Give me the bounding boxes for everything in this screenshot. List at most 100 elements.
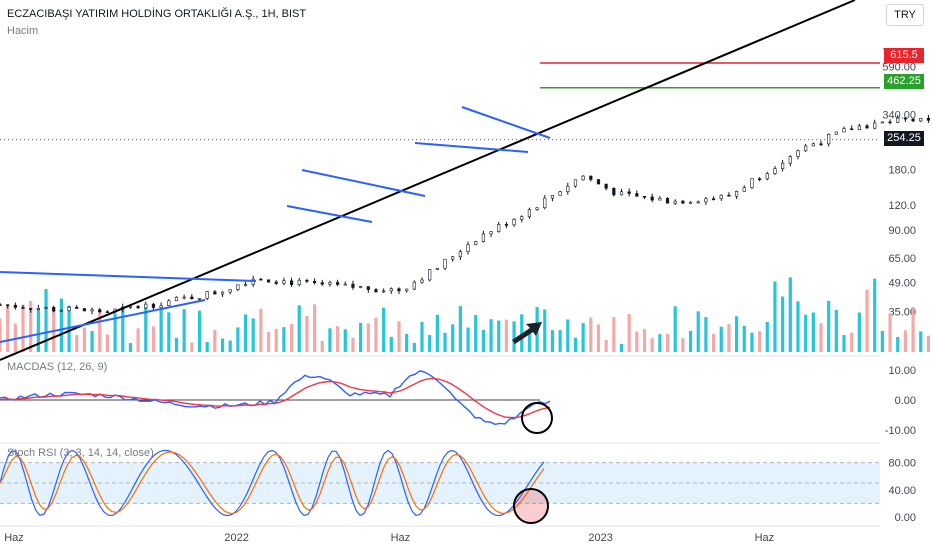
candle-body xyxy=(90,309,94,312)
stoch-highlight-circle xyxy=(513,488,549,524)
candle-body xyxy=(504,224,509,226)
price-tick-label: 180.0 xyxy=(888,165,916,177)
volume-bar xyxy=(228,340,232,352)
candle-body xyxy=(174,296,179,302)
volume-bar xyxy=(635,331,639,352)
candle-body xyxy=(788,156,792,164)
volume-bar xyxy=(259,308,263,352)
candle-body xyxy=(719,194,723,200)
candle-body xyxy=(351,283,355,288)
volume-bar xyxy=(167,312,171,352)
chart-title: ECZACIBAŞI YATIRIM HOLDİNG ORTAKLIĞI A.Ş… xyxy=(7,8,307,20)
price-tick-label: 120.0 xyxy=(888,200,916,212)
stoch-band xyxy=(0,462,880,504)
candle-body xyxy=(811,143,815,147)
last-price-tag: 254.25 xyxy=(884,131,924,146)
volume-bar xyxy=(190,342,194,352)
currency-button[interactable]: TRY xyxy=(886,4,924,26)
candle-body xyxy=(873,122,877,129)
candle-body xyxy=(550,195,555,199)
price-tick-label: 65.00 xyxy=(888,253,916,265)
volume-bar xyxy=(903,330,907,352)
volume-bar xyxy=(428,335,432,352)
trendlines xyxy=(0,0,856,361)
candle-body xyxy=(673,200,677,204)
volume-bar xyxy=(512,321,516,352)
volume-bar xyxy=(420,321,424,352)
candle-body xyxy=(926,118,931,121)
volume-bar xyxy=(236,327,240,352)
volume-bar xyxy=(804,314,808,352)
volume-bar xyxy=(136,328,140,352)
candle-body xyxy=(159,305,163,308)
candle-body xyxy=(481,233,485,242)
volume-bar xyxy=(105,334,110,352)
macd-line xyxy=(0,370,551,426)
candle-body xyxy=(466,244,470,253)
price-tick-label: 90.00 xyxy=(888,225,916,237)
annotations xyxy=(512,322,553,524)
volume-bar xyxy=(213,329,217,352)
candle-body xyxy=(29,308,33,310)
volume-bar xyxy=(627,313,631,352)
candle-body xyxy=(827,133,831,145)
target-price-tag-red: 615.5 xyxy=(884,48,924,63)
price-tick-label: 340.00 xyxy=(882,109,916,121)
volume-bar xyxy=(59,298,63,352)
candle-body xyxy=(581,175,585,181)
volume-bar xyxy=(834,309,838,352)
candle-body xyxy=(711,198,716,201)
candle-body xyxy=(635,193,639,197)
volume-bar xyxy=(251,318,255,352)
candle-body xyxy=(52,307,56,312)
candle-body xyxy=(59,310,63,312)
candle-body xyxy=(627,191,631,194)
candle-body xyxy=(151,303,156,308)
candle-body xyxy=(312,281,317,283)
candle-body xyxy=(458,251,462,258)
candle-body xyxy=(911,118,915,122)
volume-bar xyxy=(734,316,739,352)
candle-body xyxy=(489,231,493,235)
target-levels xyxy=(0,62,880,141)
macd-tick-label: 10.00 xyxy=(888,365,916,377)
stoch-d-line xyxy=(0,451,545,515)
volume-bar xyxy=(274,328,278,352)
volume-bar xyxy=(121,309,125,352)
volume-bar xyxy=(865,289,869,352)
volume-bar xyxy=(412,342,416,352)
target-price-tag-green: 462.25 xyxy=(884,74,924,89)
candle-body xyxy=(305,279,309,282)
volume-bar xyxy=(497,320,501,352)
volume-bar xyxy=(405,333,409,352)
candle-body xyxy=(259,278,263,281)
volume-bar xyxy=(29,300,33,352)
volume-bar xyxy=(205,341,209,352)
volume-bar xyxy=(451,324,455,352)
volume-bar xyxy=(44,288,48,352)
candle-body xyxy=(750,178,754,189)
volume-bar xyxy=(0,318,2,352)
pane-separators xyxy=(0,355,880,527)
candle-body xyxy=(228,289,232,293)
candle-body xyxy=(896,117,900,123)
macd-signal-line xyxy=(0,377,551,419)
volume-bar xyxy=(366,323,370,352)
time-axis: Haz 2022 Haz 2023 Haz xyxy=(4,532,774,544)
candle-body xyxy=(412,281,416,290)
macd-highlight-circle xyxy=(521,402,553,434)
candle-body xyxy=(405,288,409,292)
candle-body xyxy=(903,117,907,120)
candle-body xyxy=(282,280,286,284)
candle-body xyxy=(688,201,693,204)
volume-bar xyxy=(581,323,585,352)
volume-bar xyxy=(566,319,570,352)
volume-bar xyxy=(282,327,286,352)
volume-bar xyxy=(558,329,562,352)
candle-body xyxy=(98,309,102,313)
volume-bar xyxy=(850,332,854,352)
support-trendline xyxy=(0,0,856,361)
volume-bar xyxy=(696,311,700,352)
candle-body xyxy=(243,284,248,286)
